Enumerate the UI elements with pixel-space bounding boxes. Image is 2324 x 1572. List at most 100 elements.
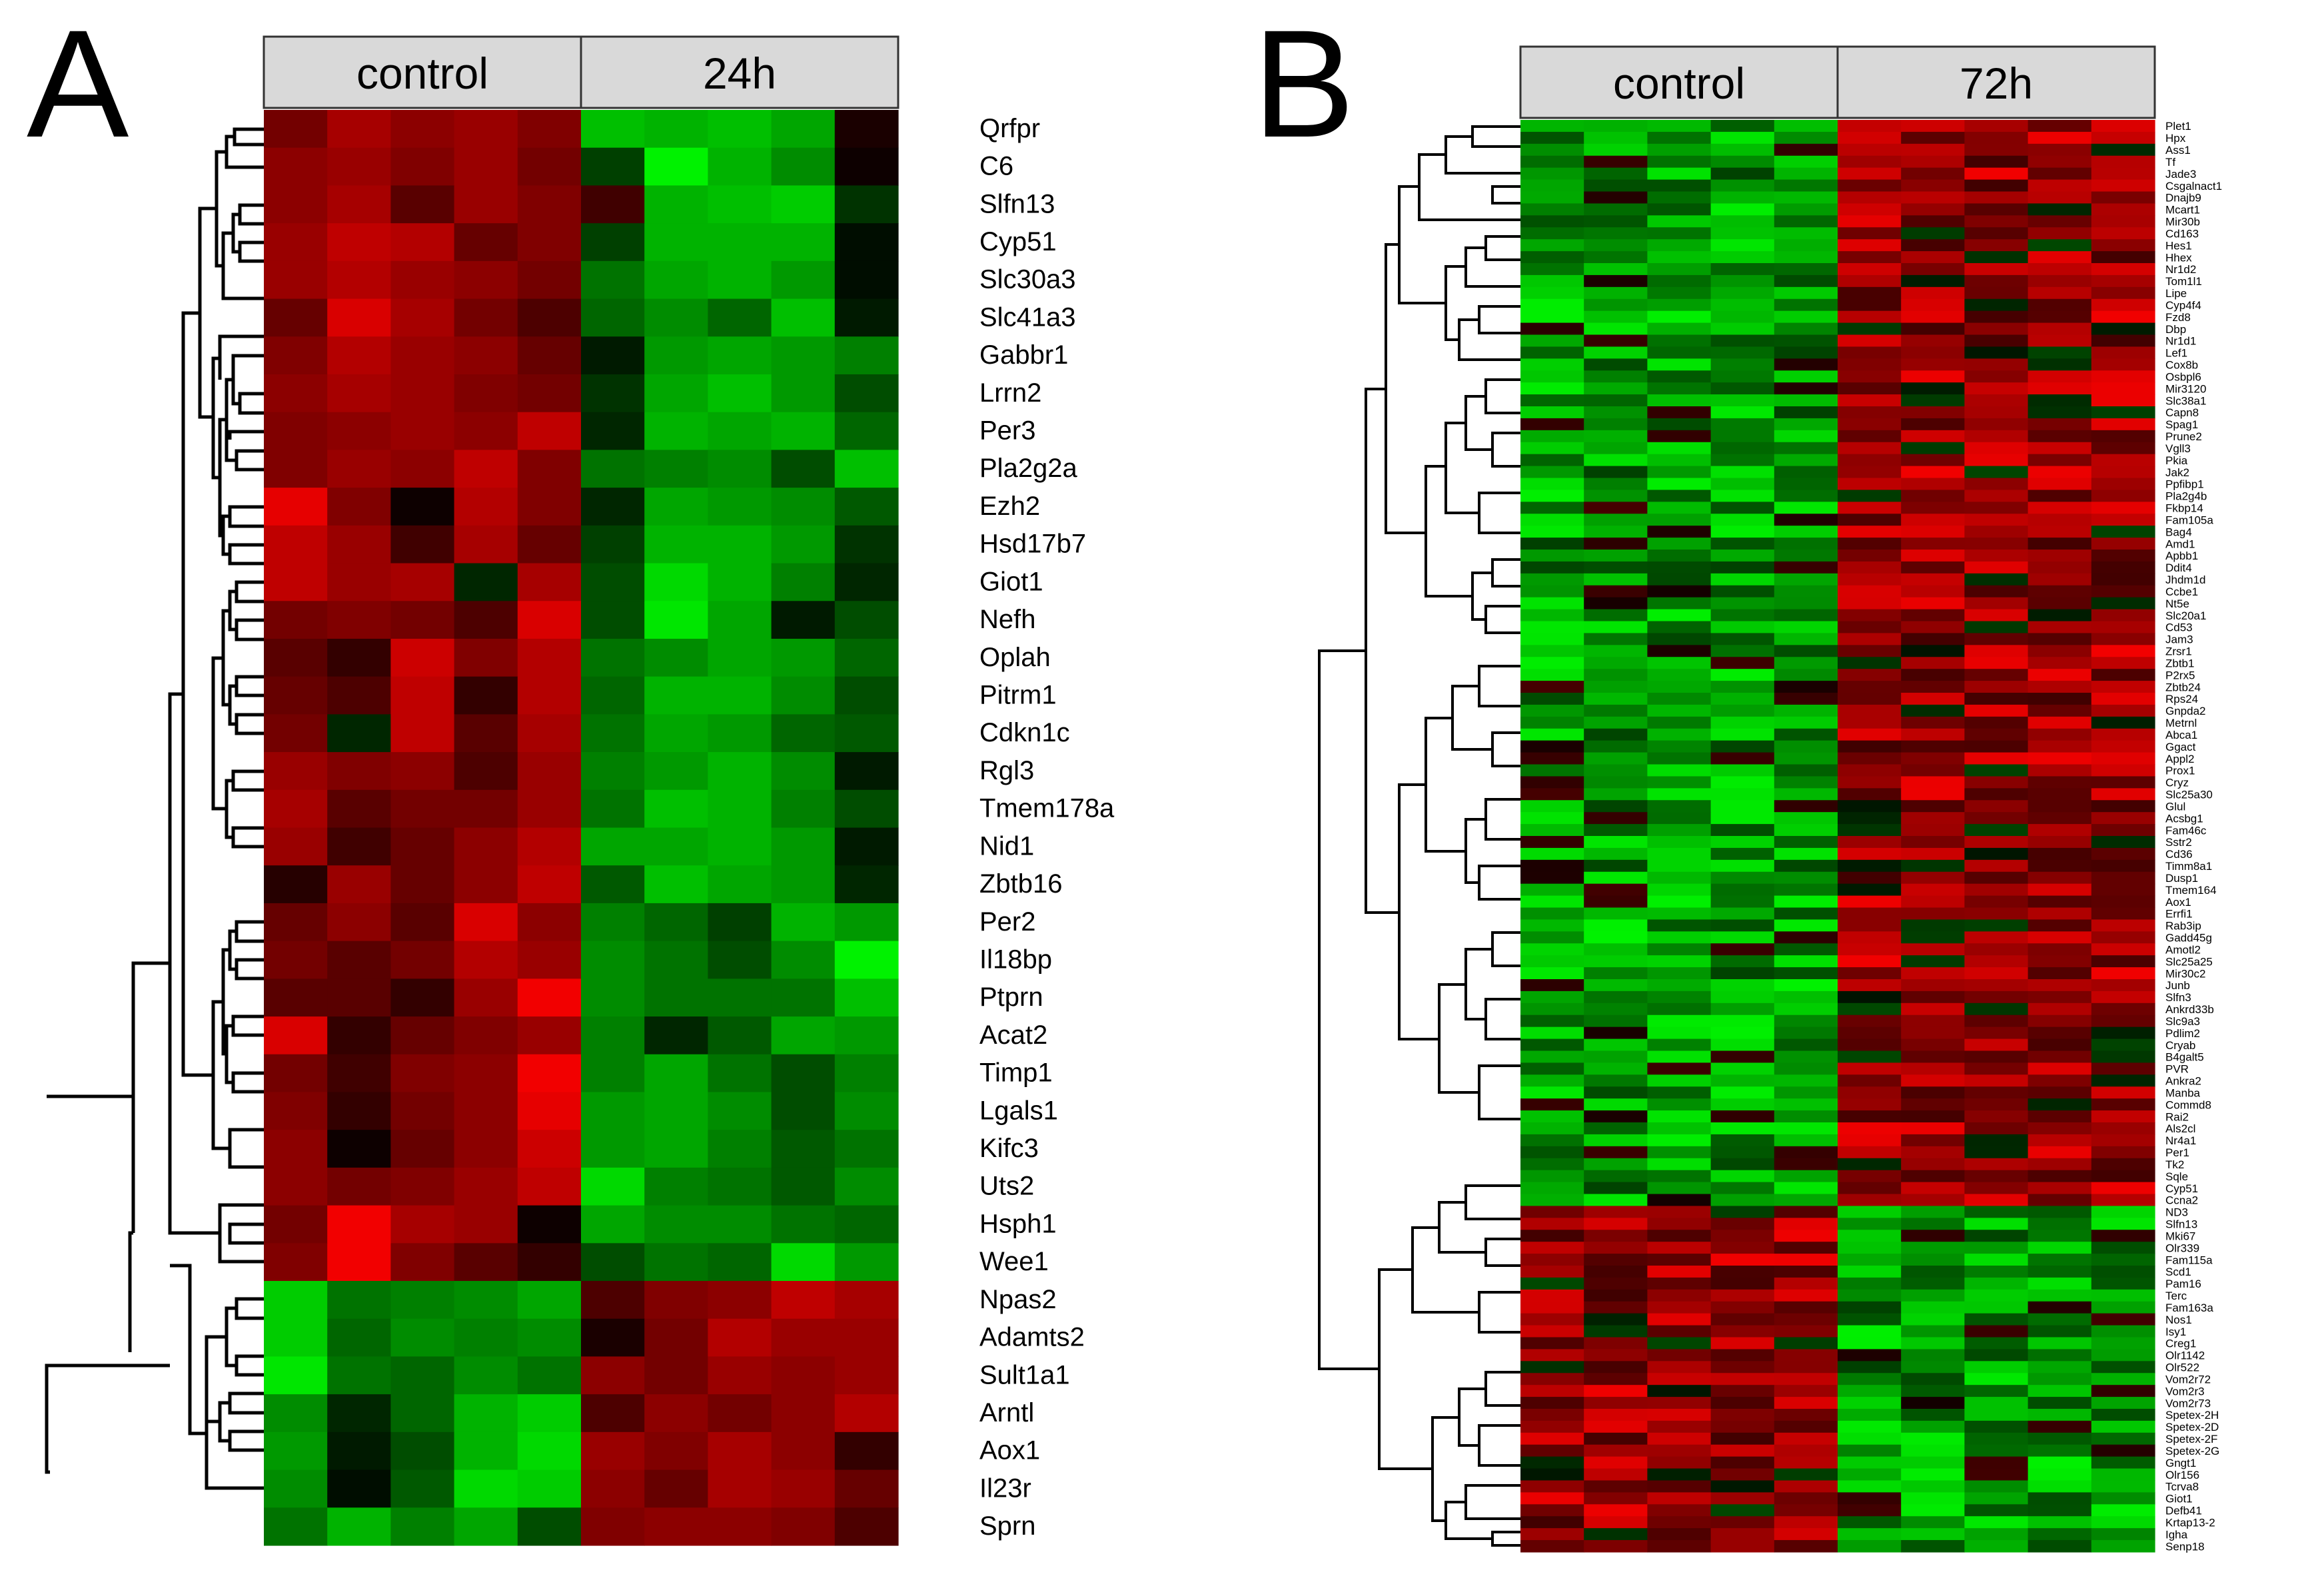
heatmap-b-cell-r65-c1 [1584,895,1648,909]
heatmap-b-cell-r67-c0 [1520,919,1584,932]
heatmap-b-cell-r97-c1 [1584,1277,1648,1290]
heatmap-b-row-label: Cyp51 [2165,1182,2198,1195]
heatmap-b-cell-r0-c8 [2028,120,2092,133]
heatmap-b-cell-r79-c8 [2028,1062,2092,1075]
heatmap-b-cell-r60-c7 [1964,836,2029,849]
heatmap-b-cell-r29-c1 [1584,466,1648,479]
heatmap-b-cell-r63-c5 [1838,871,1902,885]
heatmap-b-cell-r61-c4 [1774,847,1838,861]
heatmap-b-cell-r31-c9 [2091,490,2155,502]
heatmap-b-cell-r112-c2 [1647,1456,1712,1469]
heatmap-b-row-label: Lipe [2165,287,2187,300]
heatmap-b-cell-r36-c5 [1838,550,1902,562]
heatmap-b-row-label: Ppfibp1 [2165,478,2204,491]
heatmap-b-cell-r46-c0 [1520,669,1584,681]
heatmap-a-cell-r13-c0 [264,601,328,639]
heatmap-b-cell-r24-c7 [1964,406,2029,419]
heatmap-b-row-label: Isy1 [2165,1326,2186,1338]
heatmap-a-cell-r18-c7 [708,789,772,829]
heatmap-b-row-label: Appl2 [2165,753,2194,765]
heatmap-b-cell-r55-c4 [1774,776,1838,789]
heatmap-a-cell-r15-c6 [644,676,708,715]
heatmap-b-cell-r119-c0 [1520,1540,1584,1553]
heatmap-b-cell-r93-c9 [2091,1230,2155,1242]
heatmap-b-cell-r22-c9 [2091,382,2155,395]
heatmap-a-cell-r17-c7 [708,752,772,791]
heatmap-b-cell-r3-c2 [1647,155,1712,169]
heatmap-b-cell-r58-c5 [1838,812,1902,825]
heatmap-b-cell-r118-c6 [1901,1528,1965,1541]
heatmap-b-cell-r46-c3 [1710,669,1775,681]
heatmap-b-cell-r23-c6 [1901,394,1965,407]
heatmap-b-cell-r53-c3 [1710,752,1775,765]
heatmap-b-row-label: Fam115a [2165,1254,2213,1266]
heatmap-b-cell-r34-c6 [1901,526,1965,538]
heatmap-a-cell-r30-c0 [264,1243,328,1282]
heatmap-a-row-label: Wee1 [979,1247,1049,1276]
heatmap-b-cell-r64-c7 [1964,883,2029,897]
heatmap-b-cell-r95-c4 [1774,1254,1838,1266]
heatmap-a-cell-r27-c6 [644,1130,708,1168]
heatmap-b-cell-r90-c7 [1964,1194,2029,1207]
heatmap-b-row-label: Sqle [2165,1170,2188,1183]
heatmap-b-cell-r46-c2 [1647,669,1712,681]
heatmap-b-cell-r86-c8 [2028,1146,2092,1159]
heatmap-a-cell-r2-c4 [517,185,582,224]
heatmap-b-cell-r51-c3 [1710,728,1775,741]
heatmap-b-cell-r94-c9 [2091,1242,2155,1254]
heatmap-b-cell-r101-c9 [2091,1325,2155,1338]
heatmap-b-cell-r4-c6 [1901,167,1965,181]
heatmap-b-cell-r103-c9 [2091,1349,2155,1362]
heatmap-b-cell-r110-c5 [1838,1432,1902,1445]
heatmap-b-cell-r42-c1 [1584,621,1648,634]
heatmap-b-row-label: Pam16 [2165,1278,2201,1290]
heatmap-b-cell-r56-c7 [1964,788,2029,801]
heatmap-b-row-label: Ggact [2165,741,2196,753]
heatmap-b-row-label: Slc38a1 [2165,394,2206,407]
heatmap-b-cell-r97-c8 [2028,1277,2092,1290]
heatmap-a-cell-r11-c7 [708,525,772,564]
heatmap-b-cell-r27-c9 [2091,442,2155,455]
heatmap-b-cell-r119-c5 [1838,1540,1902,1553]
heatmap-a-cell-r22-c1 [327,941,391,979]
heatmap-b-cell-r78-c8 [2028,1050,2092,1064]
heatmap-b-cell-r59-c8 [2028,824,2092,837]
heatmap-b-row-label: Mcart1 [2165,204,2200,216]
heatmap-b-cell-r110-c3 [1710,1432,1775,1445]
heatmap-b-row-label: Sstr2 [2165,836,2192,849]
heatmap-a-cell-r21-c8 [771,903,836,942]
heatmap-a-cell-r20-c2 [390,865,455,904]
heatmap-a-cell-r10-c4 [517,488,582,526]
heatmap-b-row-label: Jak2 [2165,466,2189,479]
heatmap-b-cell-r25-c0 [1520,418,1584,431]
heatmap-b-cell-r50-c9 [2091,716,2155,729]
heatmap-b-cell-r110-c8 [2028,1432,2092,1445]
heatmap-b-cell-r99-c0 [1520,1301,1584,1314]
heatmap-b-cell-r103-c4 [1774,1349,1838,1362]
heatmap-b-cell-r78-c7 [1964,1050,2029,1064]
heatmap-b-cell-r23-c2 [1647,394,1712,407]
heatmap-a-cell-r34-c1 [327,1394,391,1433]
heatmap-b-cell-r37-c8 [2028,561,2092,574]
heatmap-b-cell-r18-c3 [1710,334,1775,348]
heatmap-b-cell-r96-c5 [1838,1266,1902,1278]
heatmap-a-cell-r17-c5 [581,752,645,791]
heatmap-a-cell-r24-c2 [390,1016,455,1055]
heatmap-b-cell-r8-c7 [1964,215,2029,228]
heatmap-b-cell-r5-c7 [1964,179,2029,193]
heatmap-b-cell-r45-c7 [1964,657,2029,669]
heatmap-b-cell-r12-c6 [1901,263,1965,276]
heatmap-b-row-label: Vom2r73 [2165,1397,2211,1409]
heatmap-a-row-label: Arntl [979,1398,1034,1427]
heatmap-b-cell-r64-c6 [1901,883,1965,897]
heatmap-b-cell-r66-c2 [1647,907,1712,921]
heatmap-b-cell-r47-c8 [2028,681,2092,693]
heatmap-b-cell-r76-c8 [2028,1026,2092,1040]
heatmap-b-row-label: Rai2 [2165,1110,2189,1123]
heatmap-a-cell-r1-c8 [771,147,836,187]
heatmap-b-cell-r6-c3 [1710,191,1775,204]
heatmap-a-cell-r7-c9 [834,374,899,413]
heatmap-b-cell-r84-c6 [1901,1122,1965,1135]
heatmap-a-cell-r33-c7 [708,1356,772,1395]
